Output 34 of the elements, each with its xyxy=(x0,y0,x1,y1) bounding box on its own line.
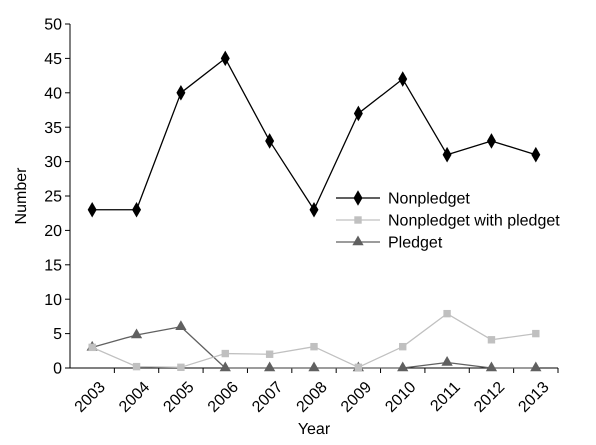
point xyxy=(222,350,229,358)
point xyxy=(397,361,408,372)
point xyxy=(177,364,185,372)
y-tick-label: 45 xyxy=(44,51,62,68)
point xyxy=(308,361,320,372)
y-tick-label: 0 xyxy=(53,360,62,378)
y-tick-label: 15 xyxy=(44,257,62,274)
point xyxy=(441,356,453,366)
point xyxy=(443,310,451,318)
y-tick-label: 10 xyxy=(44,292,62,309)
point xyxy=(175,320,187,330)
point xyxy=(266,350,274,358)
y-tick-label: 20 xyxy=(44,223,62,240)
point xyxy=(130,328,142,338)
y-tick-label: 25 xyxy=(44,188,62,206)
point xyxy=(532,330,540,338)
y-tick-label: 35 xyxy=(44,120,62,137)
legend-label: Pledget xyxy=(388,234,443,252)
point xyxy=(132,362,140,370)
x-axis-title: Year xyxy=(298,421,331,438)
y-tick-label: 50 xyxy=(44,16,62,34)
y-tick-label: 40 xyxy=(44,85,62,102)
y-tick-label: 5 xyxy=(53,326,62,344)
point xyxy=(486,361,498,372)
legend-label: Nonpledget xyxy=(388,190,470,208)
y-axis-title: Number xyxy=(13,166,30,224)
y-tick-label: 30 xyxy=(44,154,62,172)
point xyxy=(488,336,496,344)
point xyxy=(530,361,542,372)
legend-label: Nonpledget with pledget xyxy=(388,212,560,230)
point xyxy=(310,342,318,350)
point xyxy=(220,361,231,372)
point xyxy=(399,342,406,350)
point xyxy=(264,361,276,372)
